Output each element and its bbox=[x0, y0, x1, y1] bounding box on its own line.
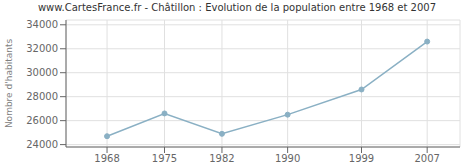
svg-text:1999: 1999 bbox=[349, 153, 374, 164]
svg-text:34000: 34000 bbox=[26, 19, 58, 30]
svg-text:1990: 1990 bbox=[275, 153, 300, 164]
svg-text:32000: 32000 bbox=[26, 43, 58, 54]
svg-text:24000: 24000 bbox=[26, 139, 58, 150]
svg-text:Nombre d'habitants: Nombre d'habitants bbox=[8, 39, 14, 129]
svg-text:28000: 28000 bbox=[26, 91, 58, 102]
svg-text:2007: 2007 bbox=[414, 153, 439, 164]
html-text:www.CartesFrance.fr - Châtillo: www.CartesFrance.fr - Châtillon : Evolut… bbox=[37, 2, 437, 13]
svg-text:26000: 26000 bbox=[26, 115, 58, 126]
svg-text:1982: 1982 bbox=[209, 153, 234, 164]
svg-text:1968: 1968 bbox=[94, 153, 119, 164]
svg-text:1975: 1975 bbox=[152, 153, 177, 164]
svg-text:30000: 30000 bbox=[26, 67, 58, 78]
